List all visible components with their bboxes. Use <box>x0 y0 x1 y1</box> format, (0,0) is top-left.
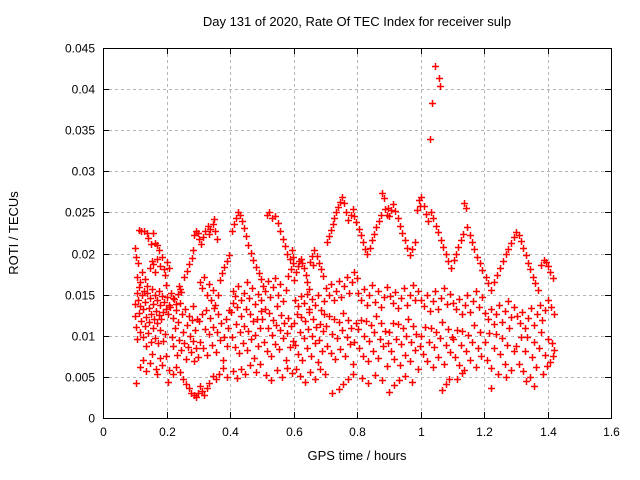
svg-text:0.8: 0.8 <box>349 425 366 439</box>
svg-text:1: 1 <box>418 425 425 439</box>
svg-text:0.025: 0.025 <box>65 206 95 220</box>
svg-text:0.04: 0.04 <box>72 83 96 97</box>
svg-text:0.01: 0.01 <box>72 330 96 344</box>
svg-text:0.03: 0.03 <box>72 165 96 179</box>
svg-text:0.2: 0.2 <box>159 425 176 439</box>
svg-text:0: 0 <box>88 412 95 426</box>
plot-border <box>103 48 612 419</box>
y-axis-label: ROTI / TECUs <box>6 191 21 275</box>
svg-text:0.02: 0.02 <box>72 248 96 262</box>
svg-text:0.005: 0.005 <box>65 371 95 385</box>
data-points <box>132 63 558 401</box>
svg-text:1.2: 1.2 <box>476 425 493 439</box>
svg-text:0: 0 <box>100 425 107 439</box>
tick-labels: 0 0.2 0.4 0.6 0.8 1 1.2 1.4 1.6 0 0.005 0.01 0.015 0.… <box>65 42 620 440</box>
svg-text:0.6: 0.6 <box>286 425 303 439</box>
svg-text:0.035: 0.035 <box>65 124 95 138</box>
grid-lines <box>103 48 611 418</box>
svg-text:0.015: 0.015 <box>65 289 95 303</box>
svg-text:0.045: 0.045 <box>65 42 95 56</box>
x-axis-label: GPS time / hours <box>308 448 407 463</box>
svg-text:1.6: 1.6 <box>603 425 620 439</box>
chart-title: Day 131 of 2020, Rate Of TEC Index for r… <box>203 14 511 29</box>
svg-text:1.4: 1.4 <box>540 425 557 439</box>
svg-text:0.4: 0.4 <box>222 425 239 439</box>
